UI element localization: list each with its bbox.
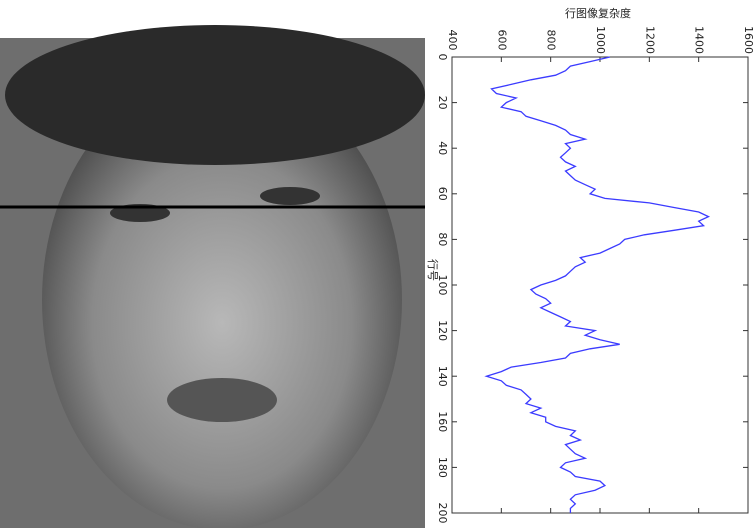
row-tick-label: 180 <box>436 457 449 478</box>
value-tick-label: 600 <box>495 29 508 50</box>
row-tick-label: 160 <box>436 411 449 432</box>
value-tick-label: 1600 <box>742 26 754 54</box>
row-tick-label: 20 <box>436 96 449 110</box>
face-photo <box>0 25 425 528</box>
chart-title: 行图像复杂度 <box>565 6 631 20</box>
row-tick-label: 200 <box>436 503 449 524</box>
value-tick-label: 1200 <box>643 26 656 54</box>
value-tick-label: 400 <box>446 30 459 51</box>
row-tick-label: 60 <box>436 187 449 201</box>
row-tick-label: 140 <box>436 366 449 387</box>
data-line <box>484 56 711 513</box>
row-tick-label: 40 <box>436 141 449 155</box>
row-tick-label: 80 <box>436 232 449 246</box>
row-tick-label: 120 <box>436 320 449 341</box>
row-tick-label: 0 <box>436 54 449 61</box>
value-tick-label: 800 <box>545 30 558 51</box>
plot-frame <box>451 56 749 514</box>
axis-label: 行号 <box>426 259 439 281</box>
value-tick-label: 1000 <box>594 26 607 54</box>
row-tick-label: 100 <box>436 275 449 296</box>
value-tick-label: 1400 <box>693 26 706 54</box>
